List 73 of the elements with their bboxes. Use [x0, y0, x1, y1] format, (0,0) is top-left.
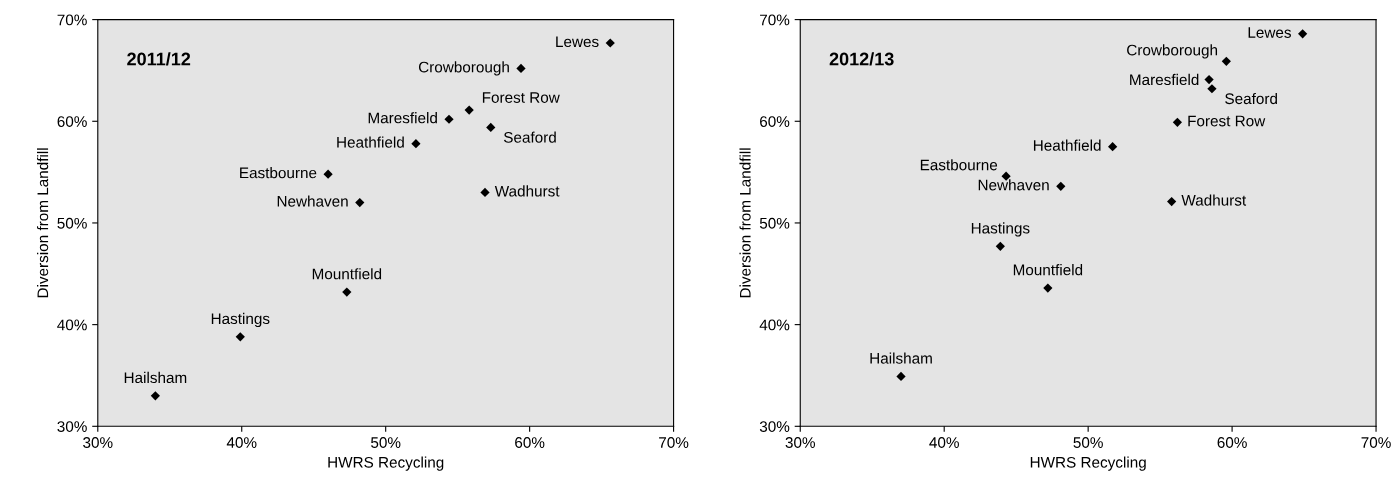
x-tick-label: 40% [226, 437, 257, 448]
annotation: Seaford [503, 131, 556, 143]
annotation: Lewes [556, 36, 599, 48]
point [896, 371, 906, 382]
point [995, 241, 1005, 251]
y-axis-title: Diversion from Landfill [739, 148, 751, 298]
text: 2011/12 [127, 52, 191, 66]
point [235, 332, 245, 342]
x-tick-label: 30% [83, 437, 113, 448]
point [480, 187, 490, 198]
point [1108, 142, 1118, 152]
annotation: Hastings [971, 222, 1030, 237]
y-tick-label: 60% [760, 116, 790, 127]
annotation: Maresfield [368, 112, 437, 124]
y-tick-label: 70% [760, 14, 790, 26]
annotation: Eastbourne [240, 167, 317, 179]
point [323, 169, 333, 179]
point [1043, 283, 1053, 293]
point [411, 139, 421, 149]
y-tick-label: 50% [759, 217, 790, 229]
point [605, 38, 615, 48]
y-tick-label: 70% [57, 14, 87, 26]
annotation: Mountfield [312, 268, 382, 280]
point [342, 287, 352, 297]
point [1204, 74, 1214, 85]
annotation: Newhaven [277, 195, 348, 207]
annotation: Seaford [1225, 92, 1277, 105]
x-axis-title: HWRS Recycling [1030, 456, 1146, 471]
annotation: Heathfield [337, 136, 404, 148]
point [355, 198, 365, 208]
point [486, 122, 496, 132]
y-tick-label: 40% [759, 319, 790, 331]
y-axis-title: Diversion from Landfill [37, 148, 49, 298]
x-axis-title: HWRS Recycling [328, 456, 444, 471]
annotation: Wadhurst [494, 185, 560, 197]
y-tick-label: 30% [759, 421, 790, 432]
annotation: Hastings [211, 312, 270, 328]
annotation: Heathfield [1033, 139, 1101, 151]
x-tick-label: 70% [1361, 437, 1391, 448]
annotation: Hailsham [870, 352, 932, 364]
point [150, 391, 160, 401]
point [444, 114, 454, 124]
annotation: Lewes [1248, 27, 1291, 38]
annotation: Eastbourne [920, 159, 998, 171]
annotation: Newhaven [978, 179, 1049, 191]
annotation: Maresfield [1130, 73, 1199, 86]
annotation: Wadhurst [1181, 194, 1247, 206]
y-tick-label: 40% [57, 319, 87, 331]
annotation: Forest Row [482, 92, 560, 103]
point [1207, 84, 1217, 94]
x-tick-label: 70% [659, 437, 689, 448]
point [1172, 117, 1182, 127]
point [1056, 181, 1066, 191]
x-tick-label: 50% [371, 437, 401, 448]
point [516, 63, 526, 74]
annotation: Forest Row [1188, 115, 1266, 127]
point [1221, 56, 1231, 66]
annotation: Crowborough [1127, 44, 1218, 59]
annotation: Crowborough [418, 61, 509, 76]
x-tick-label: 50% [1073, 437, 1103, 448]
x-tick-label: 60% [1217, 437, 1247, 448]
text: 2012/13 [829, 52, 894, 66]
annotation: Mountfield [1013, 264, 1083, 276]
y-tick-label: 30% [57, 421, 87, 432]
x-tick-label: 30% [785, 437, 815, 448]
x-tick-label: 40% [929, 437, 959, 448]
point [1298, 29, 1308, 39]
x-tick-label: 60% [515, 437, 545, 448]
y-tick-label: 50% [57, 217, 87, 229]
point [1167, 196, 1177, 207]
annotation: Hailsham [124, 371, 187, 384]
point [464, 105, 474, 115]
y-tick-label: 60% [57, 116, 87, 127]
